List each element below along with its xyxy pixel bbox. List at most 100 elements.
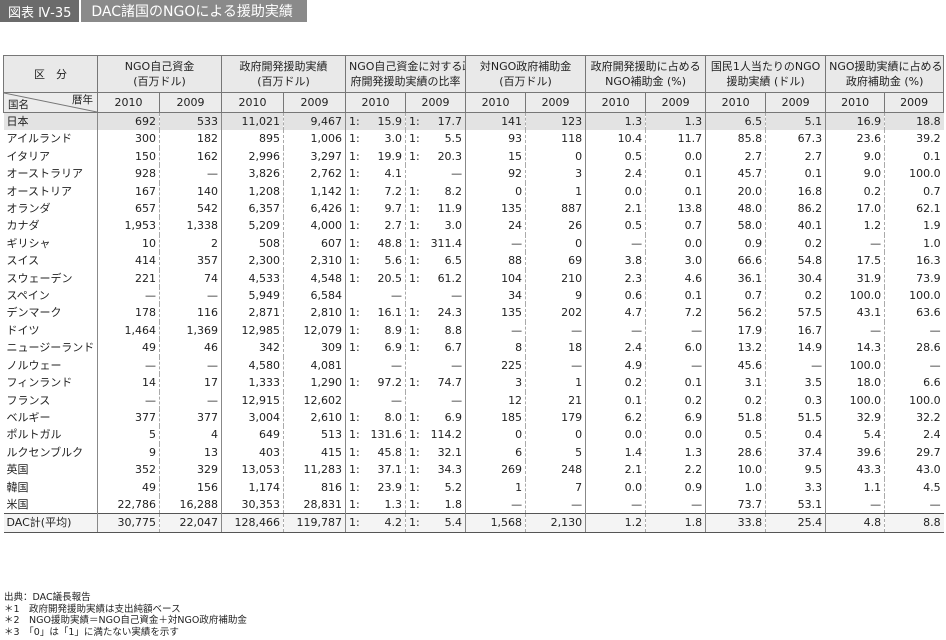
value-cell: 1 [525,374,586,392]
header-group-2-line1: 政府開発援助実績 [239,60,328,73]
ratio-prefix: 1: [345,339,362,357]
ratio-prefix: 1: [345,182,362,201]
value-cell: 5.6 [384,254,403,268]
value-cell: 20.5 [377,271,403,285]
value-cell: 162 [158,147,222,166]
value-cell: 17.9 [705,321,766,340]
value-cell: 1,369 [158,321,222,340]
value-cell: — [158,165,222,183]
value-cell: 1.2 [585,513,646,533]
value-cell: 0.7 [705,287,766,305]
value-cell: — [825,495,885,514]
ratio-prefix: 1: [405,443,422,462]
header-row-years: 暦年 国名 2010 2009 2010 2009 2010 2009 2010… [3,92,945,113]
value-cell: 0.6 [585,287,646,305]
value-cell: 100.0 [825,287,885,305]
value-cell: 0 [465,426,526,444]
value-cell: 45.6 [705,356,766,375]
footnote-3: ＊3 「0」は「1」に満たない実績を示す [4,626,179,638]
value-cell: 2.4 [585,339,646,357]
value-cell: 18.0 [825,374,885,392]
value-cell: 3,826 [221,165,284,183]
diagonal-line [4,93,97,112]
ratio-prefix: 1: [345,112,362,131]
value-cell: 2.3 [585,269,646,288]
year-2009: 2009 [283,92,347,113]
value-cell: 16,288 [158,495,222,514]
value-cell: 17.5 [825,252,885,270]
value-cell: 3 [525,165,586,183]
value-cell: 2.1 [585,461,646,479]
value-cell: 2,996 [221,147,284,166]
value-cell: 14 [97,374,160,392]
value-cell: 16.9 [825,112,885,131]
header-group-3-line1: NGO自己資金に対する政 [349,60,466,73]
value-cell: 1,333 [221,374,284,392]
ratio-prefix: 1: [345,408,362,427]
ratio-prefix: 1: [405,147,422,166]
country-name: スイス [3,252,98,270]
header-group-1-line2: (百万ドル) [133,75,186,88]
value-cell: 300 [97,130,160,148]
ratio-prefix: 1: [405,339,422,357]
value-cell: 7.2 [384,184,403,198]
ratio-prefix: 1: [345,217,362,235]
value-cell: 140 [158,182,222,201]
table-row: ルクセンブルク 9 13 403 415 1: 45.8 1: 32.1 6 5 1.4 1.3 28.6… [3,443,944,462]
value-cell: 8.8 [884,513,944,533]
value-cell: 104 [465,269,526,288]
value-cell: — [158,287,222,305]
figure-label: 図表 Ⅳ-35 [0,0,82,22]
header-group-4: 対NGO政府補助金 (百万ドル) [465,55,587,93]
header-group-6-line2: 援助実績 (ドル) [726,75,805,88]
footnotes: 出典：DAC議長報告 ＊1 政府開発援助実績は支出純額ベース ＊2 NGO援助実… [4,592,247,638]
value-cell: 1,568 [465,513,526,533]
ratio-prefix: 1: [345,304,362,322]
value-cell: 179 [525,408,586,427]
value-cell: 6,357 [221,200,284,218]
value-cell: 5.2 [444,480,463,494]
value-cell: 311.4 [430,236,463,250]
value-cell: 3.5 [765,374,826,392]
value-cell: 1.3 [645,443,706,462]
ratio-prefix: 1: [405,374,422,392]
value-cell: 1,464 [97,321,160,340]
country-name: フランス [3,391,98,409]
value-cell: 0 [525,147,586,166]
value-cell: 13 [158,443,222,462]
value-cell: — [451,289,463,303]
value-cell: 12,985 [221,321,284,340]
ratio-prefix: 1: [345,426,362,444]
value-cell: 0.0 [585,426,646,444]
country-name: オーストリア [3,182,98,201]
value-cell: 100.0 [884,165,944,183]
footnote-1: ＊1 政府開発援助実績は支出純額ベース [4,603,181,615]
ratio-prefix: 1: [405,234,422,253]
value-cell: 6.9 [444,410,463,424]
value-cell: 51.8 [705,408,766,427]
country-name: 日本 [3,112,98,131]
value-cell: 54.8 [765,252,826,270]
value-cell: — [884,356,944,375]
header-group-1: NGO自己資金 (百万ドル) [96,55,223,93]
value-cell: 10.0 [705,461,766,479]
table-row: フィンランド 14 17 1,333 1,290 1: 97.2 1: 74.7 3 1 0.2 0.1… [3,374,944,392]
header-group-1-line1: NGO自己資金 [124,60,195,73]
value-cell: 74 [158,269,222,288]
ratio-prefix [405,356,422,375]
value-cell: — [97,287,160,305]
value-cell: 202 [525,304,586,322]
value-cell: 1 [525,182,586,201]
value-cell: 4.1 [384,167,403,181]
ratio-prefix: 1: [405,252,422,270]
value-cell: 0.7 [645,217,706,235]
value-cell: 185 [465,408,526,427]
value-cell: 34.3 [437,463,463,477]
year-2010: 2010 [97,92,160,113]
table-row: アイルランド 300 182 895 1,006 1: 3.0 1: 5.5 93 118 10.4 1… [3,130,944,148]
value-cell: 2.1 [585,200,646,218]
country-name: カナダ [3,217,98,235]
year-2010: 2010 [825,92,886,113]
value-cell: 6.5 [444,254,463,268]
value-cell: 2,762 [283,165,346,183]
